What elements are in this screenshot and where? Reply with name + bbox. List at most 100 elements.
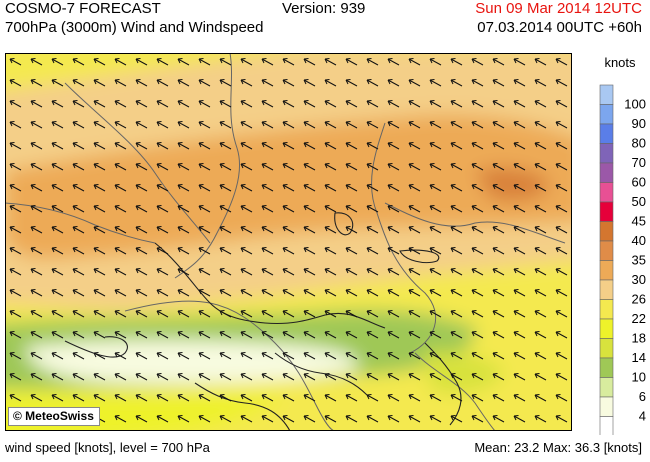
wind-arrow [135,247,148,255]
stats-label: Mean: 23.2 Max: 36.3 [knots] [474,440,642,455]
wind-arrow [429,415,442,423]
wind-arrow [324,352,337,360]
wind-arrow [240,163,253,171]
wind-arrow [534,247,547,255]
wind-arrow [471,100,484,108]
wind-arrow [282,121,295,129]
wind-arrow [387,79,400,87]
wind-arrow [156,373,169,381]
wind-arrow [72,289,85,297]
wind-arrow [9,373,22,381]
wind-arrow [93,184,106,192]
wind-arrow [471,394,484,402]
wind-arrow [366,352,379,360]
wind-arrow [408,268,421,276]
wind-arrow [282,268,295,276]
wind-arrow [219,205,232,213]
wind-arrow [555,352,568,360]
wind-arrow [72,142,85,150]
variable-label: wind speed [knots], level = 700 hPa [5,440,210,455]
wind-arrow [303,142,316,150]
legend-unit: knots [604,55,636,70]
wind-arrow [492,247,505,255]
wind-arrow [177,247,190,255]
wind-arrow [156,247,169,255]
wind-arrow [30,331,43,339]
wind-arrow [198,58,211,66]
wind-arrow [72,163,85,171]
wind-arrow [324,247,337,255]
wind-arrow [135,352,148,360]
wind-arrow [366,100,379,108]
wind-arrow [555,226,568,234]
wind-arrow [219,415,232,423]
wind-arrow [198,100,211,108]
wind-arrow [345,310,358,318]
wind-arrow [30,163,43,171]
wind-arrow [198,163,211,171]
wind-arrow [450,163,463,171]
wind-arrow [513,415,526,423]
legend-swatch [599,240,614,261]
wind-arrow [261,289,274,297]
wind-arrow [177,142,190,150]
legend-swatch [599,279,614,300]
wind-arrow [555,310,568,318]
wind-arrow [303,121,316,129]
legend-swatch [599,201,614,222]
wind-arrow [345,415,358,423]
wind-arrow [450,79,463,87]
wind-arrow [555,184,568,192]
wind-arrow [324,205,337,213]
wind-arrow [72,247,85,255]
wind-arrow [51,247,64,255]
wind-arrow [9,352,22,360]
wind-arrow [93,289,106,297]
wind-arrow [534,205,547,213]
legend-swatch [599,260,614,281]
wind-arrow [429,352,442,360]
wind-arrow [513,121,526,129]
wind-arrow [429,247,442,255]
wind-arrow [9,163,22,171]
wind-arrow [177,226,190,234]
wind-arrow [114,247,127,255]
wind-arrow [555,247,568,255]
wind-arrow [513,100,526,108]
wind-arrow [387,247,400,255]
wind-arrow [198,79,211,87]
wind-arrow [9,289,22,297]
wind-arrow [450,331,463,339]
wind-arrow [555,415,568,423]
legend-label: 40 [632,233,646,248]
wind-arrow [429,184,442,192]
wind-arrow [261,247,274,255]
wind-arrow [366,184,379,192]
wind-arrow [261,373,274,381]
wind-arrow [114,121,127,129]
wind-arrow [387,226,400,234]
legend-swatch [599,104,614,125]
wind-arrow [345,247,358,255]
wind-arrow [93,247,106,255]
wind-arrow [345,121,358,129]
wind-arrow [240,247,253,255]
legend-swatch [599,84,614,105]
wind-arrow [51,142,64,150]
legend-swatch [599,143,614,164]
wind-arrow [156,142,169,150]
wind-arrow [219,163,232,171]
wind-arrow [72,121,85,129]
wind-arrow [471,268,484,276]
legend-label: 45 [632,214,646,229]
wind-arrow [156,331,169,339]
wind-arrow [324,226,337,234]
wind-arrow [471,58,484,66]
wind-arrow [156,163,169,171]
wind-arrow [135,415,148,423]
wind-arrow [387,163,400,171]
wind-arrow [513,394,526,402]
legend-swatch [599,182,614,203]
wind-arrow [135,331,148,339]
wind-arrow [450,121,463,129]
